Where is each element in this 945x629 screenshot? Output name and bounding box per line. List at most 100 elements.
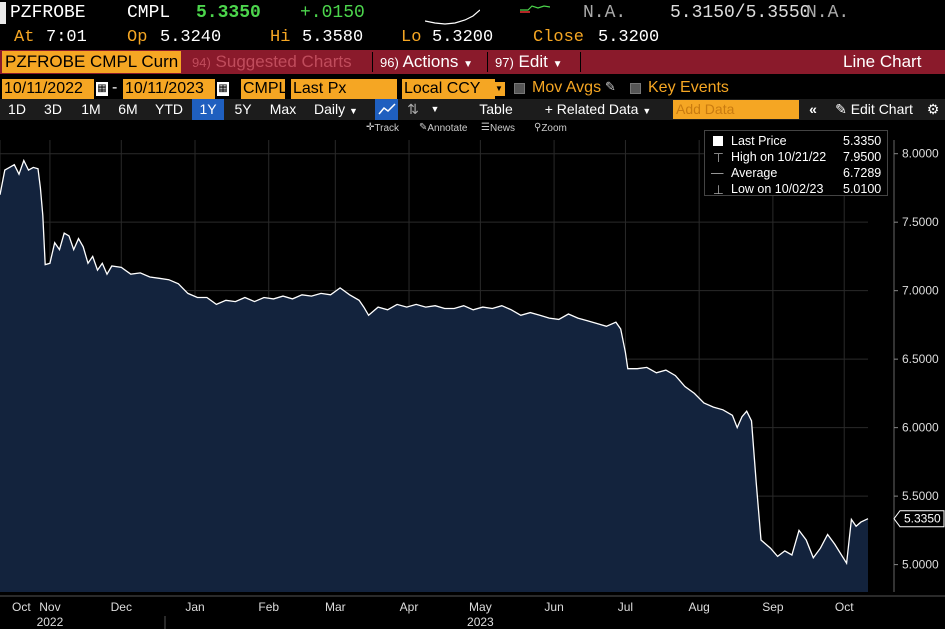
actions-menu[interactable]: 96) Actions ▼ [380,50,473,74]
edit-chart-button[interactable]: ✎ Edit Chart [829,99,919,120]
range-bar: 1D 3D 1M 6M YTD 1Y 5Y Max Daily ▼ ⇅ ▼ Ta… [0,99,945,120]
field-select[interactable]: Last Px [291,79,397,99]
open-value: 5.3240 [160,28,222,47]
mov-avgs-label[interactable]: Mov Avgs [532,79,602,96]
time-label: At [14,28,35,47]
calendar-icon[interactable]: ▦ [217,82,229,96]
legend-avg-value: 6.7289 [843,166,882,180]
chart-style-chevron-icon[interactable]: ▼ [430,104,440,114]
toolbar-divider [580,52,581,72]
related-data-label: + Related Data [544,101,639,117]
x-tick-label: Nov [39,600,60,614]
range-max[interactable]: Max [269,101,297,117]
add-data-input[interactable]: Add Data [673,100,799,119]
last-price-marker [893,510,945,528]
close-label: Close [533,28,585,47]
price-chart[interactable]: 8.0000 7.5000 7.0000 6.5000 6.0000 5.5000 5.00… [0,140,945,629]
intraday-sparkline-icon [425,9,480,25]
size-na: N.A. [806,3,850,23]
legend-avg-label: Average [731,166,778,180]
legend-high-value: 7.9500 [843,150,882,164]
frequency-select[interactable]: Daily ▼ [307,99,365,120]
volume-na: N.A. [583,3,627,23]
range-1m[interactable]: 1M [81,101,101,117]
related-data-menu[interactable]: + Related Data ▼ [537,99,659,120]
y-tick-label: 7.0000 [902,284,939,298]
annotate-tool[interactable]: ✎ Annotate [419,122,468,134]
range-6m[interactable]: 6M [118,101,138,117]
news-tool[interactable]: ☰ News [481,122,515,134]
x-tick-label: Jul [618,600,633,614]
currency-select[interactable]: Local CCY [402,79,495,99]
y-tick-label: 7.5000 [902,215,939,229]
range-1y[interactable]: 1Y [192,99,224,120]
legend-low-value: 5.0100 [843,182,882,196]
range-3d[interactable]: 3D [44,101,62,117]
source-input[interactable]: CMPL [241,79,288,99]
range-1d[interactable]: 1D [8,101,26,117]
pricing-source: CMPL [127,3,171,23]
frequency-label: Daily [314,101,346,117]
year-label: 2022 [37,615,64,629]
line-chart-icon[interactable] [375,99,398,120]
start-date-input[interactable]: 10/11/2022 [2,79,94,99]
key-events-label[interactable]: Key Events [648,79,729,96]
range-ytd[interactable]: YTD [155,101,183,117]
currency-chevron-icon[interactable]: ▼ [493,82,505,96]
security-field[interactable]: PZFROBE CMPL Curn [2,51,182,73]
range-5y[interactable]: 5Y [234,101,252,117]
x-tick-label: Aug [688,600,709,614]
y-tick-label: 6.0000 [902,421,939,435]
low-value: 5.3200 [432,28,494,47]
toolbar-divider [372,52,373,72]
edit-menu[interactable]: 97) Edit ▼ [495,50,562,74]
legend-low: ⊥ Low on 10/02/23 5.0100 [705,181,889,197]
news-label: News [489,123,515,134]
legend-last-value: 5.3350 [843,134,882,148]
annotate-label: Annotate [427,123,468,134]
function-toolbar: PZFROBE CMPL Curn 94) Suggested Charts 9… [0,50,945,74]
collapse-icon[interactable]: « [809,101,817,117]
time-value: 7:01 [46,28,87,47]
x-tick-label: Oct [835,600,854,614]
x-tick-label: Dec [111,600,132,614]
legend-high-label: High on 10/21/22 [731,150,827,164]
actions-chevron-icon: ▼ [463,59,473,70]
zoom-tool[interactable]: ⚲ Zoom [534,122,567,134]
calendar-icon[interactable]: ▦ [96,82,108,96]
last-price: 5.3350 [196,3,261,23]
bar-chart-icon[interactable]: ⇅ [407,101,419,117]
ohlc-bar: At 7:01 Op 5.3240 Hi 5.3580 Lo 5.3200 Cl… [0,28,945,50]
bid-ask: 5.3150/5.3550 [670,3,811,23]
key-events-checkbox[interactable] [630,83,641,94]
net-change: +.0150 [300,3,365,23]
track-label: Track [374,123,400,134]
ticker-symbol[interactable]: PZFROBE [10,3,86,23]
change-sparkline-icon [520,5,550,13]
x-tick-label: Apr [400,600,419,614]
x-tick-label: Mar [325,600,346,614]
suggested-number: 94) [192,55,211,70]
pencil-icon: ✎ [835,101,851,117]
edit-label: Edit [518,52,548,71]
high-label: Hi [270,28,291,47]
edit-number: 97) [495,55,514,70]
y-tick-label: 8.0000 [902,147,939,161]
gear-icon[interactable]: ⚙ [926,101,940,117]
last-price-marker-label: 5.3350 [904,512,941,526]
suggested-charts-button[interactable]: 94) Suggested Charts [192,50,352,74]
suggested-label: Suggested Charts [215,52,352,71]
legend-last-price[interactable]: Last Price 5.3350 [705,133,889,149]
track-tool[interactable]: ✛ Track [366,122,400,134]
chart-parameters: 10/11/2022 ▦ - 10/11/2023 ▦ CMPL Last Px… [0,78,945,100]
last-price-swatch-icon [713,136,723,146]
edit-chevron-icon: ▼ [552,59,563,70]
chart-type-title: Line Chart [843,52,922,71]
x-tick-label: Feb [258,600,279,614]
pencil-icon[interactable]: ✎ [605,79,616,94]
end-date-input[interactable]: 10/11/2023 [123,79,215,99]
edit-chart-label: Edit Chart [850,101,913,117]
x-tick-label: Jan [185,600,204,614]
mov-avgs-checkbox[interactable] [514,83,525,94]
table-button[interactable]: Table [479,101,513,117]
